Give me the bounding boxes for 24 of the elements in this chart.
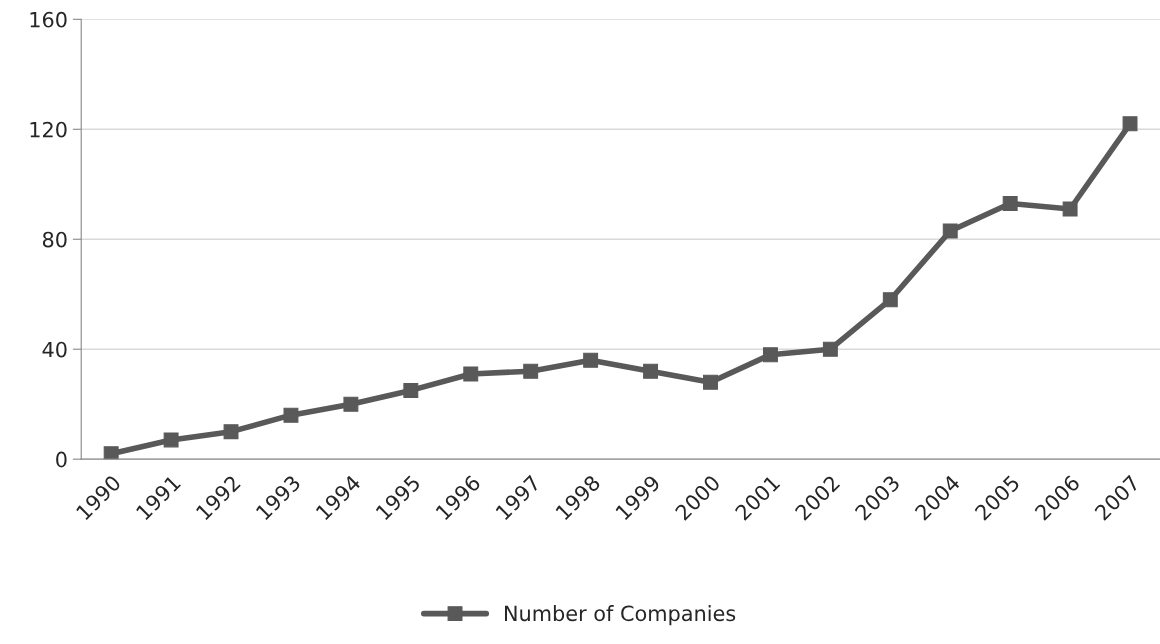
point <box>703 374 718 390</box>
y-tick-label: 40 <box>42 341 67 358</box>
y-tick-label: 0 <box>56 451 67 468</box>
y-tick-label: 160 <box>30 11 67 28</box>
point <box>1062 201 1078 217</box>
point <box>163 432 179 448</box>
point <box>103 446 119 460</box>
y-tick-label: 80 <box>42 231 67 248</box>
point <box>583 352 599 368</box>
point <box>223 424 239 440</box>
point <box>463 366 479 382</box>
point <box>283 407 299 423</box>
point <box>343 396 359 412</box>
point <box>942 223 958 239</box>
point <box>822 341 838 357</box>
y-tick-label: 120 <box>30 121 67 138</box>
point <box>1122 116 1138 132</box>
point <box>1002 196 1018 211</box>
legend-label: Number of Companies <box>505 605 736 626</box>
point <box>762 347 778 363</box>
point <box>882 292 898 308</box>
point <box>403 382 419 398</box>
point <box>523 363 539 379</box>
point <box>643 363 659 379</box>
